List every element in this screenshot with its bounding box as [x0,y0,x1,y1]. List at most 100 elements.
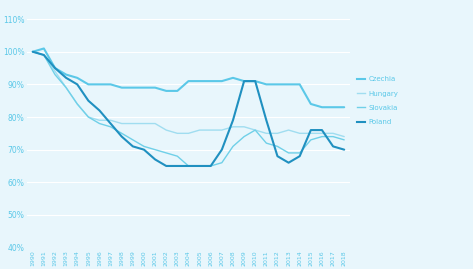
Poland [342,148,347,151]
Legend: Czechia, Hungary, Slovakia, Poland: Czechia, Hungary, Slovakia, Poland [357,76,399,126]
Slovakia [330,135,336,138]
Czechia [141,86,147,89]
Czechia [286,83,291,86]
Czechia [197,80,202,83]
Poland [308,129,314,132]
Poland [86,99,91,102]
Slovakia [230,145,236,148]
Hungary [286,129,291,132]
Hungary [41,53,47,56]
Slovakia [175,155,180,158]
Slovakia [30,50,35,53]
Poland [330,145,336,148]
Poland [263,119,269,122]
Czechia [108,83,114,86]
Slovakia [130,138,136,141]
Hungary [308,132,314,135]
Hungary [108,119,114,122]
Hungary [74,102,80,105]
Slovakia [208,164,213,168]
Czechia [86,83,91,86]
Slovakia [41,53,47,56]
Slovakia [286,151,291,154]
Czechia [319,106,325,109]
Hungary [241,125,247,128]
Hungary [86,115,91,119]
Hungary [175,132,180,135]
Czechia [297,83,303,86]
Hungary [96,119,102,122]
Hungary [197,129,202,132]
Poland [253,80,258,83]
Slovakia [152,148,158,151]
Hungary [130,122,136,125]
Line: Hungary: Hungary [33,52,344,137]
Poland [63,76,69,79]
Poland [219,148,225,151]
Czechia [342,106,347,109]
Line: Czechia: Czechia [33,48,344,107]
Hungary [319,132,325,135]
Slovakia [52,73,58,76]
Czechia [163,89,169,93]
Poland [119,135,124,138]
Slovakia [108,125,114,128]
Hungary [30,50,35,53]
Czechia [263,83,269,86]
Poland [208,164,213,168]
Poland [130,145,136,148]
Czechia [275,83,280,86]
Poland [96,109,102,112]
Poland [319,129,325,132]
Slovakia [219,161,225,164]
Poland [41,53,47,56]
Poland [297,155,303,158]
Line: Poland: Poland [33,52,344,166]
Czechia [241,80,247,83]
Hungary [119,122,124,125]
Slovakia [241,135,247,138]
Poland [30,50,35,53]
Czechia [219,80,225,83]
Poland [185,164,191,168]
Slovakia [342,138,347,141]
Slovakia [263,141,269,145]
Poland [141,148,147,151]
Poland [74,83,80,86]
Hungary [52,70,58,73]
Hungary [163,129,169,132]
Hungary [152,122,158,125]
Slovakia [74,102,80,105]
Slovakia [63,86,69,89]
Slovakia [86,115,91,119]
Line: Slovakia: Slovakia [33,52,344,166]
Poland [197,164,202,168]
Hungary [342,135,347,138]
Slovakia [319,135,325,138]
Hungary [253,129,258,132]
Slovakia [253,129,258,132]
Hungary [141,122,147,125]
Poland [175,164,180,168]
Poland [152,158,158,161]
Hungary [185,132,191,135]
Poland [163,164,169,168]
Poland [52,66,58,70]
Slovakia [163,151,169,154]
Slovakia [308,138,314,141]
Czechia [96,83,102,86]
Czechia [63,73,69,76]
Czechia [230,76,236,79]
Czechia [330,106,336,109]
Czechia [74,76,80,79]
Hungary [275,132,280,135]
Poland [275,155,280,158]
Poland [286,161,291,164]
Czechia [175,89,180,93]
Hungary [230,125,236,128]
Czechia [30,50,35,53]
Hungary [263,132,269,135]
Czechia [119,86,124,89]
Slovakia [141,145,147,148]
Czechia [130,86,136,89]
